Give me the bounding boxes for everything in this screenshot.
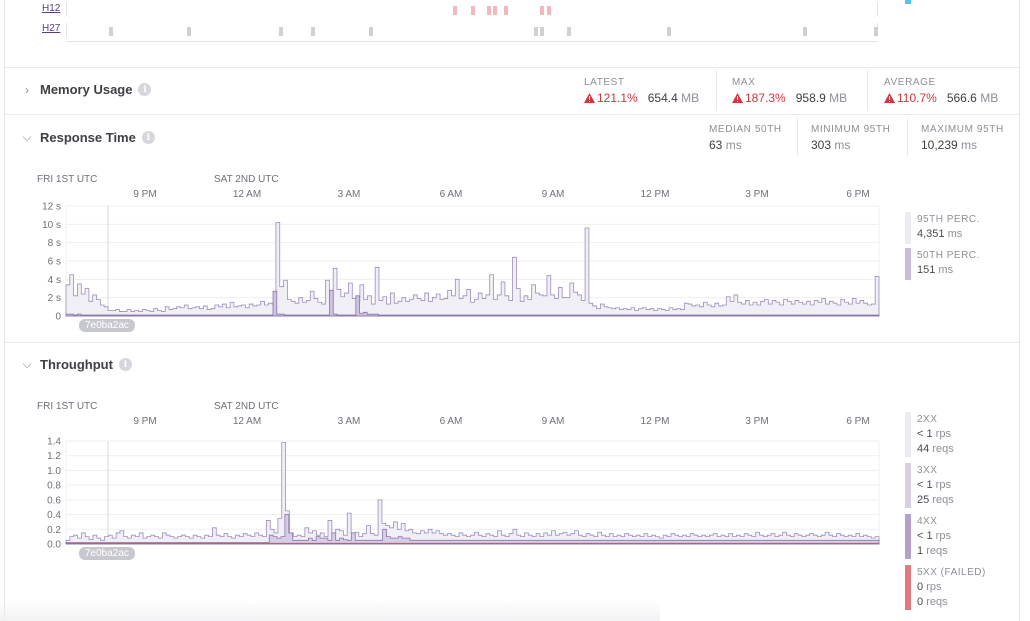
error-occurrence-mark[interactable] (567, 27, 571, 36)
error-occurrence-mark[interactable] (493, 6, 497, 15)
response-time-toggle[interactable]: ⌵ Response Time i (20, 130, 155, 145)
divider (867, 70, 868, 110)
legend-item-50th[interactable]: 50TH PERC. 151 ms (905, 248, 980, 280)
chevron-right-icon: › (25, 82, 29, 97)
divider (797, 118, 798, 156)
legend-swatch (905, 212, 911, 244)
section-title: Throughput (40, 357, 113, 372)
warning-value: 187.3% (732, 91, 786, 105)
divider (66, 41, 878, 42)
legend-swatch (905, 514, 911, 559)
error-occurrence-mark[interactable] (279, 27, 283, 36)
deploy-marker-tag[interactable]: 7e0ba2ac (79, 547, 135, 560)
error-code-link[interactable]: H27 (42, 23, 61, 34)
legend-swatch (905, 565, 911, 610)
warning-icon (584, 93, 595, 103)
divider (907, 118, 908, 156)
legend-swatch (905, 0, 911, 4)
info-icon[interactable]: i (141, 131, 155, 144)
error-timeline-row (66, 2, 878, 16)
legend-swatch (905, 248, 911, 280)
legend-item-95th[interactable]: 95TH PERC. 4,351 ms (905, 212, 980, 244)
legend-label: 3XX (917, 465, 938, 476)
legend-item-3xx[interactable]: 3XX < 1 rps 25 reqs (905, 463, 986, 508)
memory-usage-toggle[interactable]: › Memory Usage i (20, 82, 152, 97)
error-occurrence-mark[interactable] (311, 27, 315, 36)
error-occurrence-mark[interactable] (874, 27, 878, 36)
warning-value: 121.1% (584, 91, 638, 105)
error-occurrence-mark[interactable] (187, 27, 191, 36)
stat-label: MINIMUM 95TH (811, 124, 891, 135)
section-title: Response Time (40, 130, 136, 145)
stat-label: LATEST (584, 77, 625, 88)
scroll-shadow (0, 600, 660, 621)
dashboard-panel (4, 0, 1020, 621)
stat-label: AVERAGE (884, 77, 936, 88)
response-min95-stat: MINIMUM 95TH 303 ms (811, 124, 891, 152)
legend-item-2xx[interactable]: 2XX < 1 rps 44 reqs (905, 412, 986, 457)
response-median-stat: MEDIAN 50TH 63 ms (709, 124, 782, 152)
stat-label: MAXIMUM 95TH (921, 124, 1004, 135)
error-occurrence-mark[interactable] (667, 27, 671, 36)
chevron-down-icon: ⌵ (22, 130, 32, 144)
error-occurrence-mark[interactable] (487, 6, 491, 15)
error-occurrence-mark[interactable] (547, 6, 551, 15)
legend-label: 95TH PERC. (917, 214, 980, 225)
info-icon[interactable]: i (138, 83, 152, 96)
throughput-legend: 2XX < 1 rps 44 reqs 3XX < 1 rps 25 reqs … (905, 412, 986, 616)
stat-label: MEDIAN 50TH (709, 124, 782, 135)
legend-label: 2XX (917, 414, 938, 425)
response-time-legend: 95TH PERC. 4,351 ms 50TH PERC. 151 ms (905, 212, 980, 284)
warning-icon (884, 93, 895, 103)
error-occurrence-mark[interactable] (471, 6, 475, 15)
error-code-link[interactable]: H12 (42, 3, 61, 14)
legend-swatch (905, 412, 911, 457)
divider (5, 67, 1019, 68)
memory-max-stat: MAX 187.3% 958.9 MB (732, 77, 848, 105)
error-occurrence-mark[interactable] (109, 27, 113, 36)
chevron-down-icon: ⌵ (22, 357, 32, 371)
divider (5, 114, 1019, 115)
error-occurrence-mark[interactable] (369, 27, 373, 36)
divider (716, 70, 717, 110)
memory-latest-stat: LATEST 121.1% 654.4 MB (584, 77, 700, 105)
info-icon[interactable]: i (118, 358, 132, 371)
error-occurrence-mark[interactable] (504, 6, 508, 15)
legend-label: 4XX (917, 516, 938, 527)
legend-item-4xx[interactable]: 4XX < 1 rps 1 reqs (905, 514, 986, 559)
error-occurrence-mark[interactable] (540, 27, 544, 36)
legend-item-5xx[interactable]: 5XX (FAILED) 0 rps 0 reqs (905, 565, 986, 610)
error-occurrence-mark[interactable] (803, 27, 807, 36)
error-occurrence-mark[interactable] (540, 6, 544, 15)
stat-label: MAX (732, 77, 756, 88)
error-occurrence-mark[interactable] (534, 27, 538, 36)
legend-label: 5XX (FAILED) (917, 567, 986, 578)
legend-swatch (905, 463, 911, 508)
memory-average-stat: AVERAGE 110.7% 566.6 MB (884, 77, 999, 105)
error-timeline-row (66, 23, 878, 37)
deploy-marker-tag[interactable]: 7e0ba2ac (79, 319, 135, 332)
throughput-toggle[interactable]: ⌵ Throughput i (20, 357, 132, 372)
legend-label: 50TH PERC. (917, 250, 980, 261)
divider (5, 342, 1019, 343)
error-occurrence-mark[interactable] (453, 6, 457, 15)
section-title: Memory Usage (40, 82, 133, 97)
warning-icon (732, 93, 743, 103)
response-max95-stat: MAXIMUM 95TH 10,239 ms (921, 124, 1004, 152)
warning-value: 110.7% (884, 91, 937, 105)
